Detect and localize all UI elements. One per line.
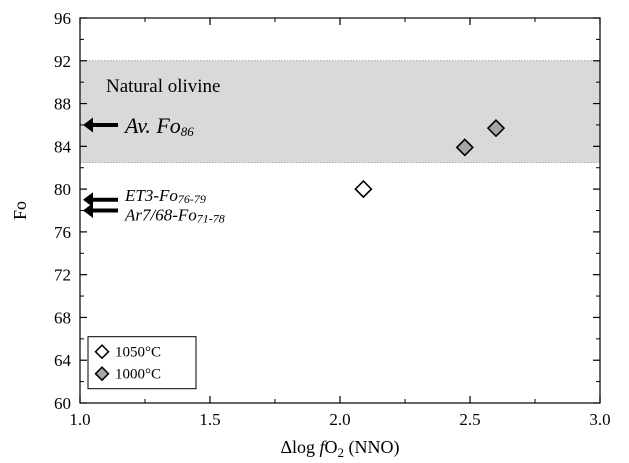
data-point-1000-1 <box>486 119 506 138</box>
band-label: Natural olivine <box>106 76 221 97</box>
y-axis-label: Fo <box>10 201 30 220</box>
annotation-av: Av. Fo86 <box>83 113 194 139</box>
x-tick-labels: 1.0 1.5 2.0 2.5 3.0 <box>69 410 610 429</box>
arrow-av <box>83 117 118 133</box>
legend-marker-1050 <box>94 344 110 360</box>
annotation-et3-text: ET3-Fo76-79 <box>124 186 206 206</box>
x-tick-label: 2.5 <box>459 410 480 429</box>
data-point-1000-0 <box>455 138 474 157</box>
annotation-et3: ET3-Fo76-79 <box>83 186 206 208</box>
annotation-ar7-text: Ar7/68-Fo71-78 <box>124 206 225 226</box>
x-tick-label: 2.0 <box>329 410 350 429</box>
x-tick-label: 1.0 <box>69 410 90 429</box>
y-tick-label: 88 <box>54 95 71 114</box>
y-tick-label: 72 <box>54 266 71 285</box>
x-tick-label: 3.0 <box>589 410 610 429</box>
x-tick-label: 1.5 <box>199 410 220 429</box>
annotation-av-text: Av. Fo86 <box>123 113 194 139</box>
annotation-ar7: Ar7/68-Fo71-78 <box>83 203 225 226</box>
legend-label-1050: 1050°C <box>115 345 161 361</box>
arrow-ar7 <box>83 203 118 218</box>
legend-marker-1000 <box>94 366 110 382</box>
legend: 1050°C 1000°C <box>87 336 197 390</box>
legend-label-1000: 1000°C <box>115 367 161 383</box>
y-tick-label: 96 <box>54 9 71 28</box>
y-tick-label: 60 <box>54 394 71 413</box>
y-tick-label: 92 <box>54 52 71 71</box>
data-point-1050-0 <box>354 179 373 199</box>
y-tick-labels: 60 64 68 72 76 80 84 88 92 96 <box>54 9 72 413</box>
y-tick-label: 68 <box>54 308 71 327</box>
y-tick-label: 64 <box>54 351 72 370</box>
natural-olivine-band <box>79 60 601 163</box>
axis-ticks <box>79 17 601 404</box>
annotations: Av. Fo86 ET3-Fo76-79 Ar7/68-Fo71-78 <box>83 113 225 226</box>
legend-box <box>87 336 197 390</box>
y-tick-label: 76 <box>54 223 71 242</box>
x-axis-label: Δlog fO2 (NNO) <box>280 437 399 460</box>
data-points <box>354 119 506 199</box>
y-tick-label: 84 <box>54 137 72 156</box>
arrow-et3 <box>83 192 118 208</box>
y-tick-label: 80 <box>54 180 71 199</box>
